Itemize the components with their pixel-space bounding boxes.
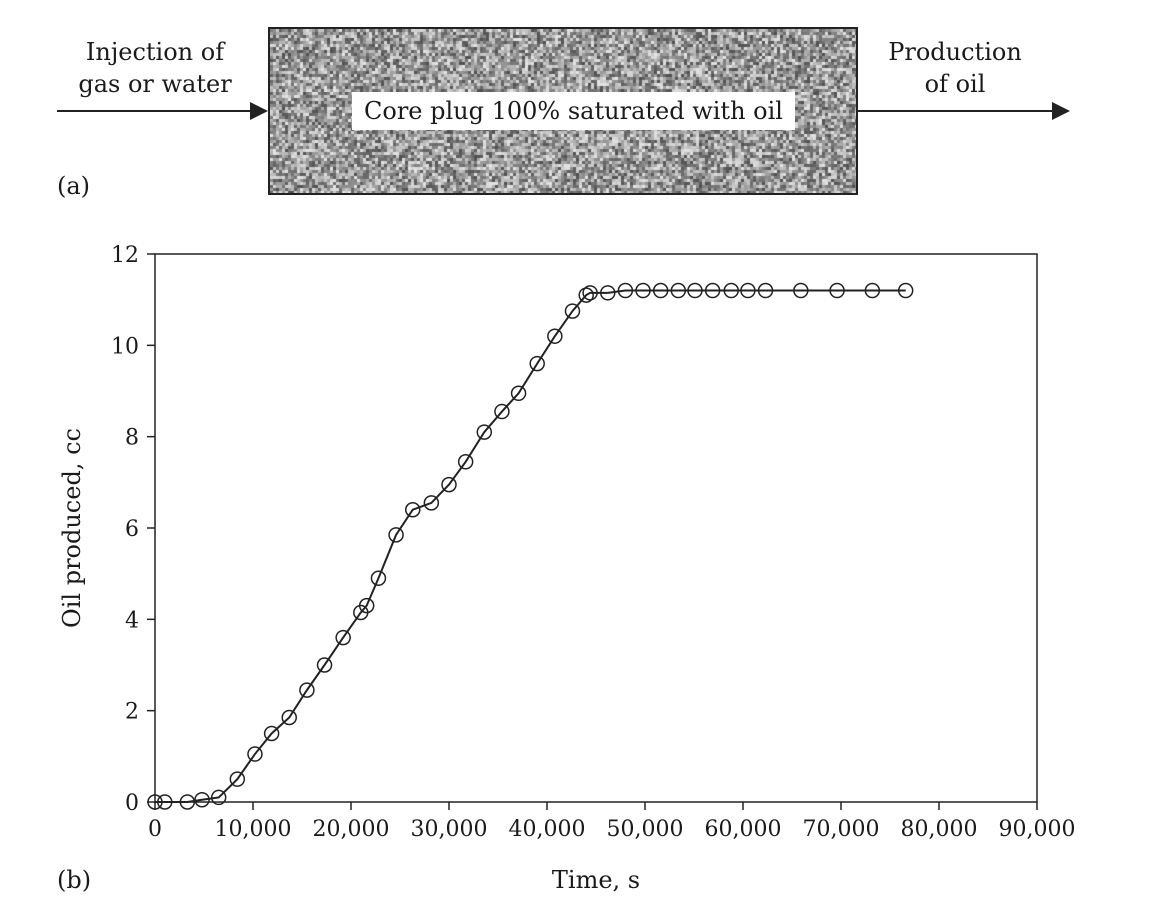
oil-production-chart: 0 10,000 20,000 30,000 40,000 50,000 60,000 70,… xyxy=(0,220,1156,922)
x-tick-label: 90,000 xyxy=(999,817,1076,842)
outlet-arrow-head-icon xyxy=(1052,102,1070,120)
core-label: Core plug 100% saturated with oil xyxy=(352,92,795,130)
x-tick-label: 70,000 xyxy=(803,817,880,842)
y-tick-label: 8 xyxy=(125,426,139,451)
y-tick-label: 10 xyxy=(111,334,139,359)
x-tick-label: 60,000 xyxy=(705,817,782,842)
series-line xyxy=(155,291,906,802)
x-tick-label: 80,000 xyxy=(901,817,978,842)
panel-label-b: (b) xyxy=(57,866,91,894)
core-plug: Core plug 100% saturated with oil xyxy=(268,27,858,195)
y-tick-label: 0 xyxy=(125,791,139,816)
x-tick-label: 10,000 xyxy=(215,817,292,842)
inlet-arrow-head-icon xyxy=(250,102,268,120)
y-tick-label: 12 xyxy=(111,243,139,268)
x-tick-label: 40,000 xyxy=(509,817,586,842)
x-tick-label: 50,000 xyxy=(607,817,684,842)
y-tick-label: 2 xyxy=(125,700,139,725)
x-tick-label: 20,000 xyxy=(313,817,390,842)
y-tick-label: 4 xyxy=(125,608,139,633)
y-tick-label: 6 xyxy=(125,517,139,542)
y-axis-label: Oil produced, cc xyxy=(58,428,86,628)
panel-label-a: (a) xyxy=(57,172,90,200)
x-axis-label: Time, s xyxy=(552,866,640,894)
x-tick-label: 30,000 xyxy=(411,817,488,842)
x-tick-label: 0 xyxy=(148,817,162,842)
